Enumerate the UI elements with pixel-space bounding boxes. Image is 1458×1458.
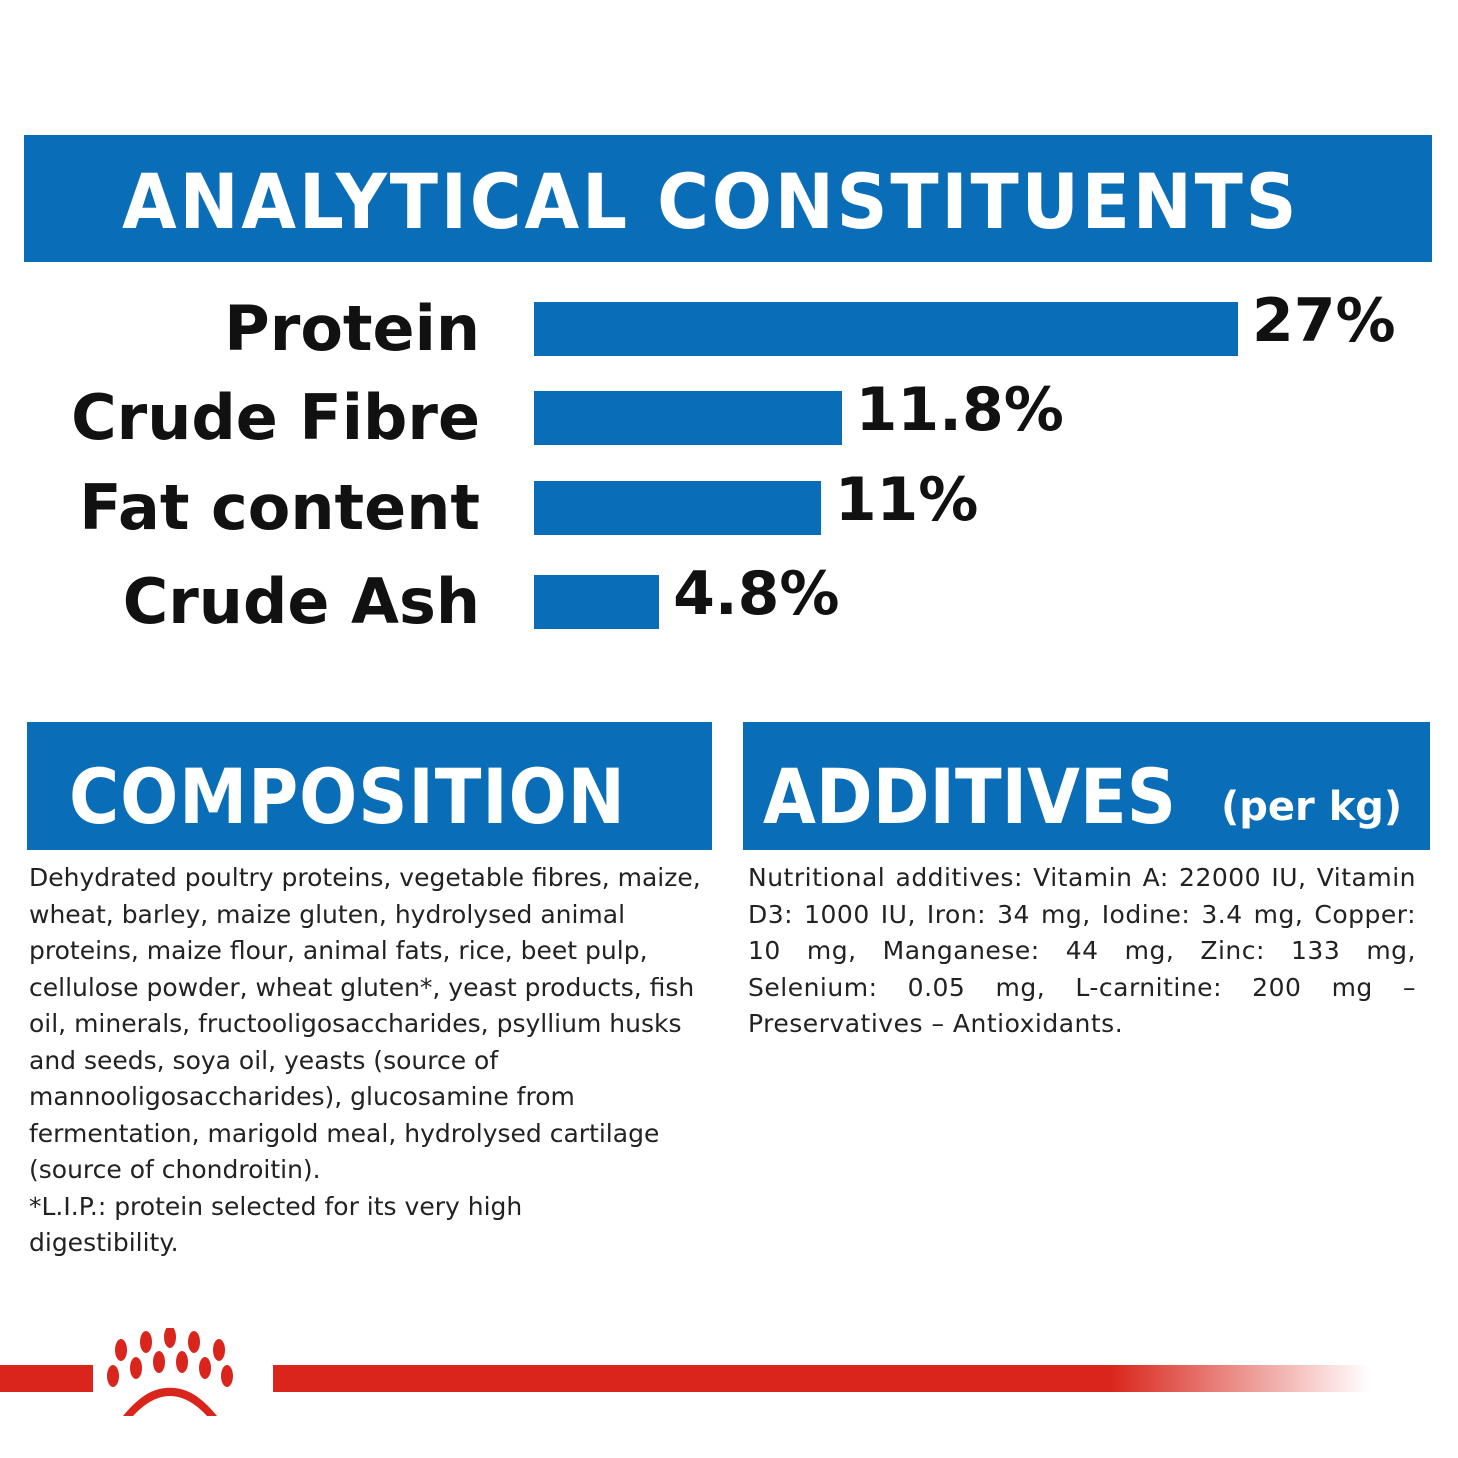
data-label: 11.8% [855, 375, 1064, 445]
additives-text: Nutritional additives: Vitamin A: 22000 … [748, 863, 1416, 1038]
bar [534, 575, 660, 629]
composition-line: wheat, barley, maize gluten, hydrolysed … [29, 899, 626, 929]
analytical-constituents-header: ANALYTICAL CONSTITUENTS [24, 135, 1432, 262]
composition-title: COMPOSITION [69, 752, 626, 841]
composition-line: cellulose powder, wheat gluten*, yeast p… [29, 972, 695, 1002]
data-label: 11% [834, 465, 979, 535]
composition-header: COMPOSITION [27, 722, 712, 850]
data-label: 27% [1252, 286, 1396, 356]
data-label: 4.8% [673, 559, 840, 629]
composition-line: fermentation, marigold meal, hydrolysed … [29, 1118, 660, 1148]
composition-line: proteins, maize flour, animal fats, rice… [29, 936, 648, 965]
composition-line: and seeds, soya oil, yeasts (source of [29, 1045, 499, 1075]
additives-subtitle: (per kg) [1221, 784, 1403, 830]
header-title: ANALYTICAL CONSTITUENTS [122, 157, 1300, 246]
bar [534, 481, 821, 535]
bar-label: Crude Fibre [71, 381, 480, 454]
bar-label: Fat content [79, 471, 480, 544]
bar-label: Protein [224, 292, 480, 365]
additives-header: ADDITIVES (per kg) [743, 722, 1430, 850]
composition-line: mannooligosaccharides), glucosamine from [29, 1082, 575, 1111]
composition-line: (source of chondroitin). [29, 1155, 321, 1184]
composition-line: *L.I.P.: protein selected for its very h… [29, 1191, 523, 1221]
composition-line: digestibility. [29, 1228, 179, 1257]
composition-text: Dehydrated poultry proteins, vegetable f… [29, 860, 729, 1262]
bar [534, 391, 842, 445]
composition-line: Dehydrated poultry proteins, vegetable f… [29, 863, 701, 892]
crown-paw-logo [93, 1326, 273, 1428]
bar [534, 302, 1238, 356]
composition-line: oil, minerals, fructooligosaccharides, p… [29, 1009, 682, 1038]
additives-title: ADDITIVES [763, 752, 1176, 841]
bar-label: Crude Ash [122, 565, 480, 638]
